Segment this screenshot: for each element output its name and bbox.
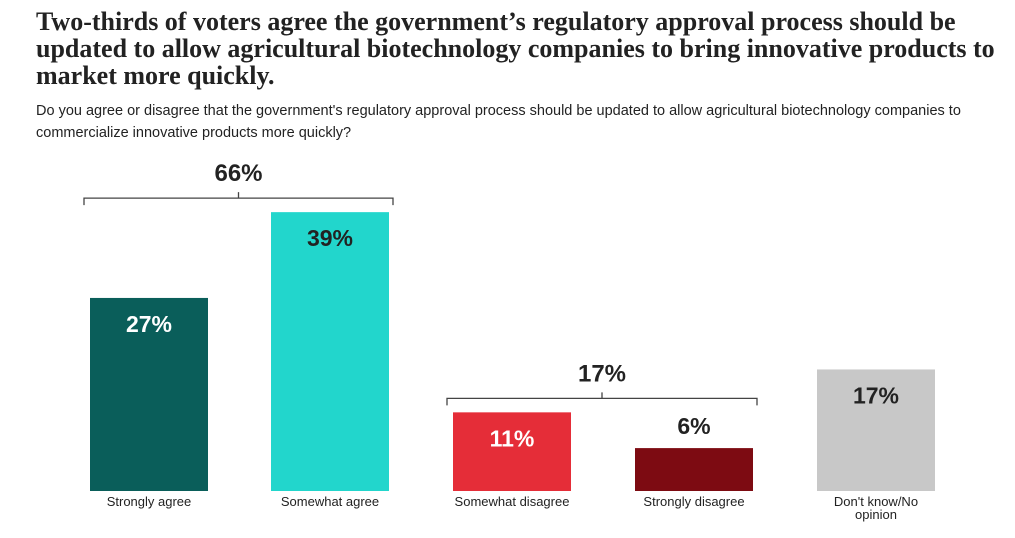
bar-5	[817, 369, 935, 491]
bar-2	[271, 212, 389, 491]
group-total-label-2: 17%	[578, 360, 626, 387]
category-label-3: Somewhat disagree	[455, 494, 570, 509]
bar-4	[635, 448, 753, 491]
group-total-label-1: 66%	[214, 160, 262, 187]
value-label-4: 6%	[677, 413, 710, 439]
category-label-2: Somewhat agree	[281, 494, 379, 509]
category-label-5-line-1: Don't know/No	[834, 494, 918, 509]
chart-title: Two-thirds of voters agree the governmen…	[36, 7, 995, 90]
value-label-2: 39%	[307, 225, 353, 251]
group-bracket-1	[83, 192, 394, 206]
bar-1	[90, 297, 208, 491]
category-label-5-line-2: opinion	[855, 507, 897, 522]
category-label-1: Strongly agree	[107, 494, 192, 509]
value-label-1: 27%	[126, 311, 172, 337]
value-label-3: 11%	[490, 425, 535, 451]
group-bracket-2	[446, 392, 758, 406]
chart-subtitle: Do you agree or disagree that the govern…	[36, 103, 961, 141]
value-label-5: 17%	[853, 382, 899, 408]
category-label-4: Strongly disagree	[643, 494, 744, 509]
bar-3	[453, 412, 571, 491]
